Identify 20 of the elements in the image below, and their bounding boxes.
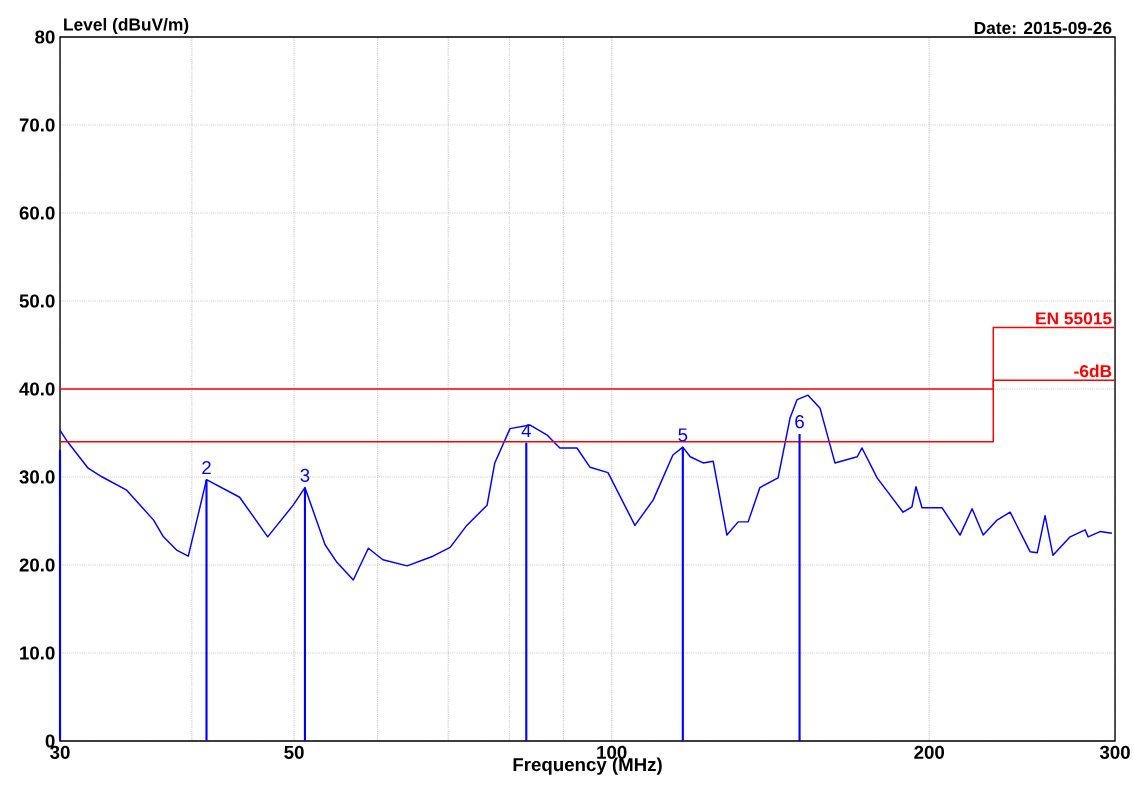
x-tick-label: 300 — [1099, 745, 1130, 759]
annotation: 5 — [678, 428, 688, 442]
x-tick-label: 50 — [284, 745, 304, 759]
y-tick-label: 20.0 — [19, 558, 55, 572]
annotation: 3 — [300, 468, 310, 482]
y-tick-label: 80 — [35, 30, 55, 44]
x-tick-label: 200 — [914, 745, 945, 759]
y-axis-title: Level (dBuV/m) — [64, 17, 189, 35]
y-tick-label: 30.0 — [19, 470, 55, 484]
x-tick-label: 100 — [597, 745, 627, 759]
y-tick-label: 70.0 — [19, 118, 55, 132]
text: Date: 2015-09-26 — [974, 21, 1112, 35]
y-tick-label: 40.0 — [19, 382, 55, 396]
y-tick-label: 10.0 — [20, 646, 55, 660]
y-tick-label: 60.0 — [19, 206, 55, 220]
y-tick-label: 50.0 — [19, 294, 55, 308]
annotation: 6 — [795, 415, 804, 429]
annotation: 2 — [202, 460, 211, 475]
series-label: -6dB — [1074, 364, 1112, 378]
series-label: EN 55015 — [1036, 312, 1112, 325]
